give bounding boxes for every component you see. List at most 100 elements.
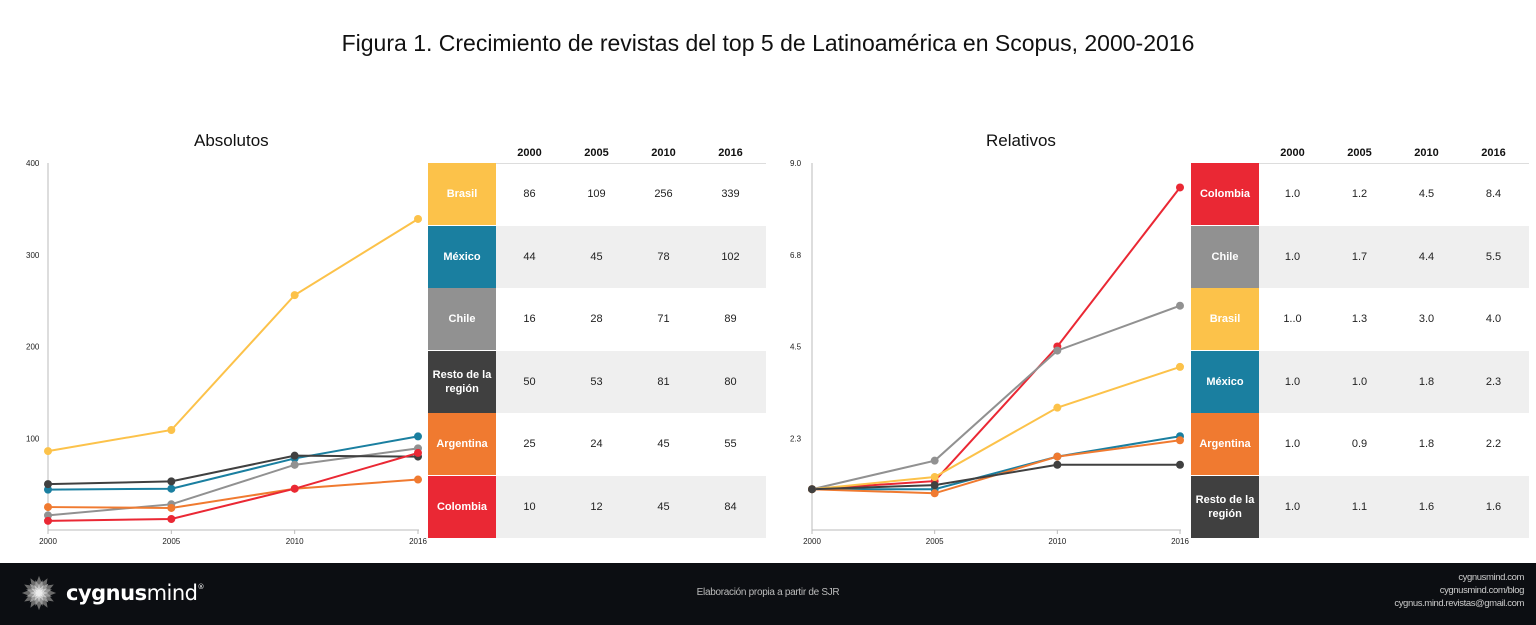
brand-name: cygnusmind® [66,581,205,605]
row-label: Brasil [428,163,496,225]
x-tick-label: 2016 [1171,537,1189,546]
y-tick-label: 300 [26,251,40,260]
series-line-mexico [812,435,1181,491]
data-point [167,477,176,486]
row-label: Colombia [428,475,496,538]
data-point [44,485,52,494]
table-cell: 16 [523,313,536,325]
column-header: 2016 [718,147,743,159]
x-tick-label: 2005 [162,537,180,546]
y-tick-label: 6.8 [790,251,802,260]
data-point [44,503,52,512]
series-line-brasil [47,218,419,453]
data-point [930,456,939,465]
y-tick-label: 9.0 [790,159,802,168]
table-cell: 1.6 [1418,500,1435,513]
x-tick-label: 2000 [39,537,57,546]
data-point [167,514,176,523]
link-blog[interactable]: cygnusmind.com/blog [1439,585,1525,596]
table-cell: 1.0 [1351,375,1368,388]
data-point [290,291,299,300]
table-row: Resto de la región 50 53 81 80 [428,350,766,413]
table-row: Resto de la región 1.0 1.1 1.6 1.6 [1191,475,1529,538]
table-cell: 1.0 [1284,500,1301,513]
table-cell: 81 [657,375,670,388]
table-cell: 0.9 [1351,438,1368,450]
series-line-argentina [47,478,419,509]
chart-title-relativos: Relativos [986,131,1056,150]
figure-title: Figura 1. Crecimiento de revistas del to… [341,30,1195,56]
data-point [44,516,52,525]
data-point [290,451,299,460]
relative-line-chart: 2.3 4.5 6.8 9.0 2000 2005 2010 2016 [790,159,1189,546]
data-point [167,503,176,512]
table-header-row: 2000 2005 2010 2016 [1191,141,1529,163]
chart-title-absolutos: Absolutos [194,131,269,150]
logo-star-layer [33,587,45,599]
table-cell: 4.4 [1418,250,1435,263]
brand-logo[interactable]: cygnusmind® [20,574,204,612]
data-point [1176,301,1184,310]
table-row: Colombia 10 12 45 84 [428,475,766,538]
link-website[interactable]: cygnusmind.com [1458,572,1524,583]
table-cell: 1.0 [1284,250,1301,263]
table-cell: 28 [590,313,603,325]
table-cell: 45 [590,250,603,263]
data-point [414,475,422,484]
link-email[interactable]: cygnus.mind.revistas@gmail.com [1394,598,1524,609]
table-cell: 25 [523,438,536,450]
table-cell: 256 [654,188,673,200]
column-header: 2000 [1280,147,1305,159]
source-note: Elaboración propia a partir de SJR [696,587,840,598]
data-point [1176,436,1184,445]
table-cell: 1.8 [1418,438,1435,450]
table-cell: 45 [657,500,670,513]
column-header: 2016 [1481,147,1506,159]
table-cell: 1.0 [1284,438,1301,450]
table-cell: 45 [657,438,670,450]
table-row: Brasil 86 109 256 339 [428,163,766,225]
table-cell: 1.2 [1351,188,1368,200]
data-point [414,214,422,223]
column-header: 2000 [517,147,542,159]
data-point [808,485,816,494]
y-tick-label: 4.5 [790,343,802,352]
data-point [1053,346,1062,355]
table-cell: 4.0 [1485,313,1502,325]
table-cell: 3.0 [1418,313,1435,325]
table-cell: 84 [724,500,737,513]
row-label: Chile [428,288,496,350]
column-header: 2005 [1347,147,1372,159]
table-cell: 78 [657,250,670,263]
table-cell: 53 [590,375,603,388]
table-cell: 1.1 [1351,500,1368,513]
row-label: México [428,225,496,288]
header-divider [496,163,766,164]
table-row: Brasil 1..0 1.3 3.0 4.0 [1191,288,1529,350]
row-label: Chile [1191,225,1259,288]
y-tick-label: 200 [26,343,40,352]
table-row: México 44 45 78 102 [428,225,766,288]
row-label: Brasil [1191,288,1259,350]
y-tick-label: 100 [26,434,40,443]
data-point [930,489,939,498]
table-cell: 71 [657,313,670,325]
data-point [1053,452,1062,461]
data-point [930,472,939,481]
data-point [1176,362,1184,371]
absolute-line-chart: 100 200 300 400 2000 2005 2010 2016 [26,159,427,546]
data-point [44,480,52,489]
table-cell: 50 [523,375,536,388]
x-tick-label: 2016 [409,537,427,546]
footer-bar: cygnusmind® Elaboración propia a partir … [0,563,1536,625]
table-cell: 4.5 [1418,188,1435,200]
footer-links: cygnusmind.com cygnusmind.com/blog cygnu… [1394,571,1524,610]
table-cell: 12 [590,500,603,513]
table-cell: 1.0 [1284,188,1301,200]
table-header-row: 2000 2005 2010 2016 [428,141,766,163]
data-point [167,425,176,434]
table-cell: 2.2 [1485,438,1502,450]
series-line-colombia [811,186,1181,491]
data-point [44,511,52,520]
row-label: Resto de la región [428,350,496,413]
